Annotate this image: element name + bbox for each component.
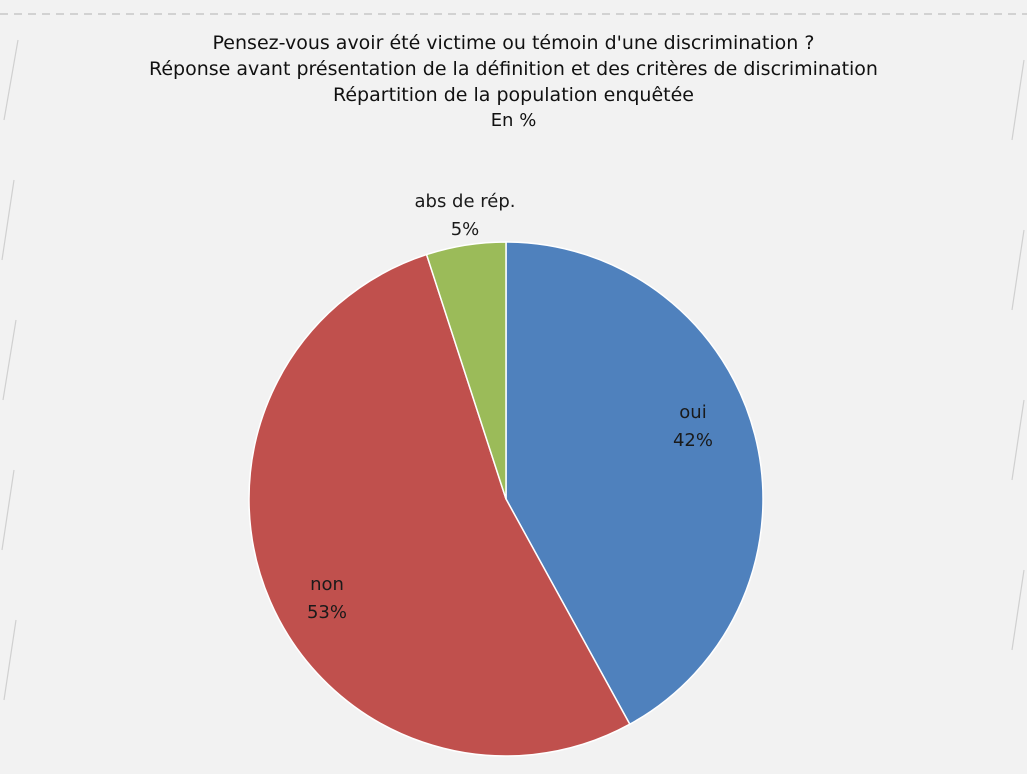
slice-category-label: oui	[679, 402, 706, 423]
chart-unit: En %	[490, 110, 537, 131]
chart-subtitle-1: Réponse avant présentation de la définit…	[149, 58, 878, 80]
chart-subtitle-2: Répartition de la population enquêtée	[333, 84, 694, 106]
chart-title: Pensez-vous avoir été victime ou témoin …	[212, 32, 815, 54]
pie-slice-non	[248, 253, 631, 757]
pie-slice-abs-de-r-p	[425, 241, 507, 500]
slice-value-label: 5%	[451, 219, 480, 240]
slice-value-label: 53%	[307, 602, 347, 623]
slice-category-label: abs de rép.	[414, 191, 515, 212]
slice-value-label: 42%	[673, 430, 713, 451]
slice-category-label: non	[310, 574, 344, 595]
pie-slice-oui	[505, 241, 764, 726]
chart-titles: Pensez-vous avoir été victime ou témoin …	[0, 30, 1027, 134]
